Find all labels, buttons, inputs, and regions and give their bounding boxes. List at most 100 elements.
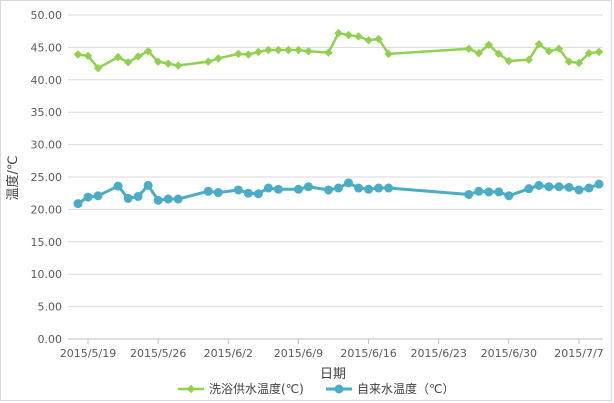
data-point [374, 183, 384, 193]
data-point [464, 189, 474, 199]
data-point [113, 181, 123, 191]
data-point [344, 30, 353, 40]
data-point [234, 49, 243, 59]
data-point [293, 184, 303, 194]
series-layer [73, 28, 604, 209]
data-point [554, 182, 564, 192]
data-point [163, 59, 173, 68]
data-point [253, 189, 263, 199]
data-point [474, 49, 483, 58]
data-point [544, 47, 554, 56]
x-tick-label: 2015/5/19 [60, 347, 116, 360]
data-point [504, 191, 514, 201]
y-tick-label: 30.00 [31, 139, 63, 152]
data-point [564, 57, 574, 66]
data-point [254, 47, 263, 57]
data-point [594, 179, 604, 189]
y-tick-label: 20.00 [31, 203, 63, 216]
series-1 [73, 28, 604, 73]
data-point [334, 28, 343, 38]
data-point [173, 194, 183, 204]
data-point [83, 192, 93, 202]
data-point [554, 44, 564, 53]
data-point [584, 49, 594, 58]
y-tick-label: 45.00 [31, 41, 63, 54]
data-point [204, 57, 213, 66]
legend-entry: 洗浴供水温度(℃) [178, 381, 304, 396]
data-point [133, 191, 143, 201]
data-point [354, 32, 363, 41]
data-point [83, 51, 93, 61]
y-axis-title: 温度/℃ [5, 156, 21, 201]
data-point [374, 34, 383, 44]
data-point [243, 188, 253, 198]
data-point [294, 45, 303, 55]
legend: 洗浴供水温度(℃) 自来水温度（℃） [178, 381, 454, 396]
data-point [73, 50, 83, 59]
data-point [574, 58, 584, 68]
data-point [364, 36, 373, 45]
y-tick-label: 25.00 [31, 171, 63, 184]
data-point [123, 193, 133, 203]
data-point [574, 185, 584, 195]
data-point [284, 45, 293, 55]
data-point [344, 178, 354, 188]
data-point [564, 182, 574, 192]
data-point [544, 182, 554, 192]
data-point [113, 52, 123, 62]
data-point [354, 183, 364, 193]
data-point [203, 186, 213, 196]
x-tick-label: 2015/6/16 [340, 347, 396, 360]
y-tick-label: 50.00 [31, 9, 63, 22]
legend-label: 自来水温度（℃） [357, 381, 454, 396]
data-point [133, 52, 143, 61]
y-tick-label: 0.00 [38, 333, 63, 346]
data-point [73, 199, 83, 209]
gridlines [68, 14, 603, 340]
legend-label: 洗浴供水温度(℃) [209, 381, 304, 396]
data-point [324, 48, 333, 57]
legend-entry: 自来水温度（℃） [326, 381, 454, 396]
data-point [534, 180, 544, 190]
data-point [153, 195, 163, 205]
data-point [274, 45, 283, 55]
data-point [464, 44, 473, 53]
data-point [93, 191, 103, 201]
series-2 [73, 178, 604, 209]
legend-marker [186, 384, 196, 394]
data-point [263, 183, 273, 193]
y-tick-label: 35.00 [31, 106, 63, 119]
data-point [173, 61, 183, 70]
x-tick-label: 2015/6/30 [481, 347, 537, 360]
data-point [474, 186, 484, 196]
x-tick-label: 2015/5/26 [130, 347, 186, 360]
x-tick-label: 2015/7/7 [554, 347, 603, 360]
data-point [494, 187, 504, 197]
data-point [504, 56, 514, 66]
data-point [334, 183, 344, 193]
data-point [364, 184, 374, 194]
x-tick-label: 2015/6/9 [274, 347, 323, 360]
data-point [214, 54, 223, 63]
data-point [163, 194, 173, 204]
data-point [584, 183, 594, 193]
data-point [264, 45, 273, 55]
data-point [153, 57, 163, 66]
y-tick-label: 5.00 [38, 301, 63, 314]
data-point [534, 39, 544, 49]
data-point [143, 180, 153, 190]
data-point [594, 47, 604, 57]
data-point [384, 49, 393, 59]
data-point [93, 63, 103, 73]
data-point [524, 55, 534, 64]
legend-marker [334, 384, 344, 394]
series-line [77, 31, 600, 70]
data-point [273, 184, 283, 194]
data-point [303, 182, 313, 192]
x-tick-label: 2015/6/23 [411, 347, 467, 360]
data-point [494, 49, 504, 59]
data-point [384, 183, 394, 193]
data-point [233, 185, 243, 195]
